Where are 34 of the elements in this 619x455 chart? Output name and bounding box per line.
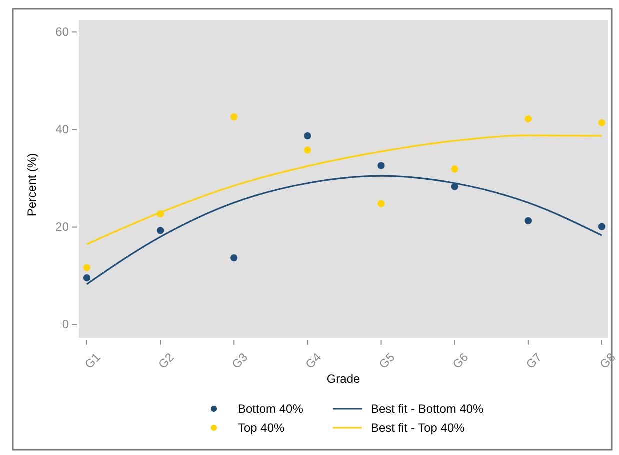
point bbox=[83, 264, 91, 272]
line-series bbox=[86, 134, 603, 246]
legend-label: Bottom 40% bbox=[238, 402, 304, 416]
y-tick-label: 40 bbox=[56, 122, 70, 137]
point bbox=[524, 217, 532, 225]
x-axis-title: Grade bbox=[326, 372, 360, 386]
point bbox=[83, 274, 91, 282]
x-tick-label: G7 bbox=[524, 350, 545, 372]
point bbox=[378, 200, 385, 208]
x-tick-label: G8 bbox=[597, 350, 619, 372]
line-series bbox=[86, 175, 603, 286]
y-tick-label: 60 bbox=[56, 25, 70, 40]
legend-label: Best fit - Bottom 40% bbox=[371, 402, 484, 416]
y-tick-label: 0 bbox=[62, 318, 70, 332]
x-tick-label: G1 bbox=[82, 350, 104, 372]
x-tick-label: G2 bbox=[156, 350, 178, 372]
y-axis-title: Percent (%) bbox=[25, 153, 39, 217]
x-tick-label: G6 bbox=[450, 350, 472, 372]
point bbox=[524, 115, 532, 123]
x-tick-label: G3 bbox=[229, 350, 251, 372]
point bbox=[230, 113, 238, 121]
y-tick-label: 20 bbox=[56, 220, 70, 234]
legend-label: Best fit - Top 40% bbox=[371, 421, 466, 435]
point bbox=[378, 162, 385, 170]
point bbox=[230, 254, 238, 262]
point bbox=[157, 227, 164, 234]
point bbox=[598, 223, 606, 230]
x-tick-label: G4 bbox=[302, 350, 324, 372]
x-tick-label: G5 bbox=[376, 350, 398, 372]
point bbox=[304, 132, 312, 140]
point bbox=[451, 166, 458, 173]
legend-label: Top 40% bbox=[238, 421, 286, 435]
point bbox=[598, 119, 606, 126]
point bbox=[304, 146, 312, 154]
